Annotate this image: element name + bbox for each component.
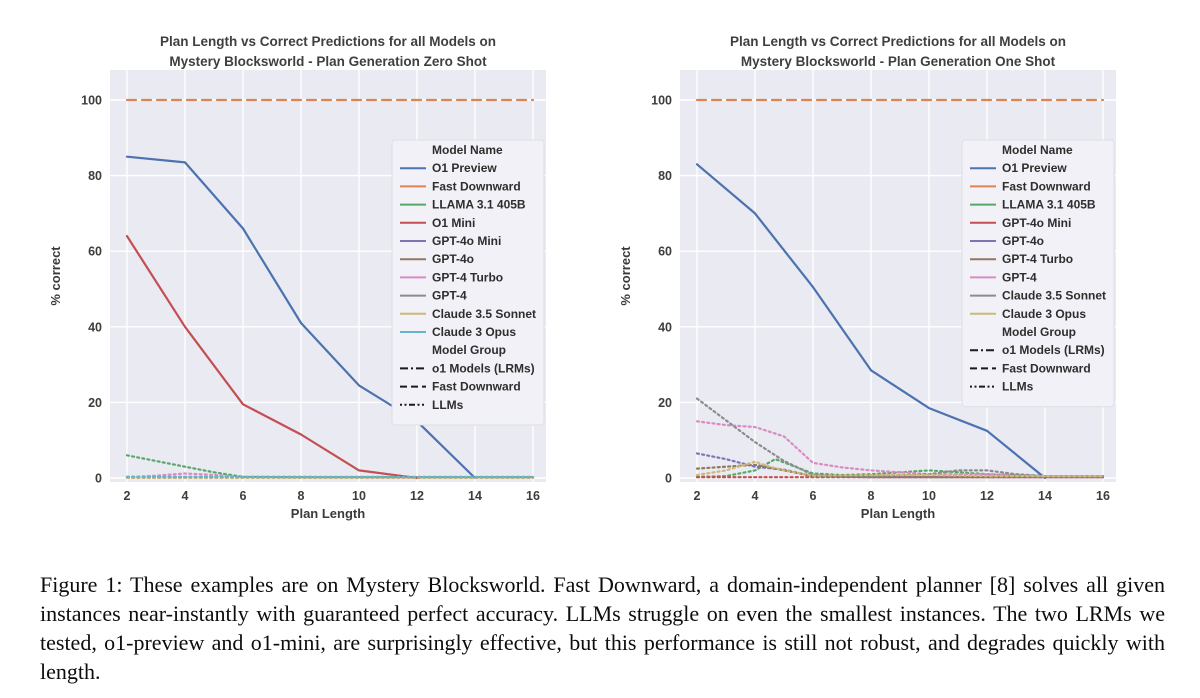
x-tick-label: 2	[124, 489, 131, 503]
zero-shot-plot: 2 4 6 8 10 12 14 16 0 20 40 60 80 100 Model Name O1 Pre…	[48, 34, 546, 521]
legend-title-model-group: Model Group	[1002, 325, 1076, 339]
y-tick-label: 100	[651, 94, 672, 108]
x-tick-label: 12	[410, 489, 424, 503]
legend-label-gpt-4o-mini: GPT-4o Mini	[432, 234, 501, 248]
y-tick-label: 40	[88, 320, 102, 334]
legend-box	[961, 139, 1115, 408]
x-axis-label: Plan Length	[861, 506, 935, 521]
legend-label-llms: LLMs	[1002, 380, 1034, 394]
series-line-gpt-4	[695, 420, 1105, 478]
x-tick-label: 8	[868, 489, 875, 503]
y-tick-label: 60	[658, 245, 672, 259]
legend-label-fast-downward: Fast Downward	[432, 380, 521, 394]
legend-label-o1-models-lrms: o1 Models (LRMs)	[432, 361, 535, 375]
x-tick-label: 6	[240, 489, 247, 503]
legend-label-gpt-4: GPT-4	[432, 289, 467, 303]
legend-label-llama-3-1-405b: LLAMA 3.1 405B	[432, 198, 526, 212]
legend-label-claude-3-5-sonnet: Claude 3.5 Sonnet	[432, 307, 536, 321]
one-shot-plot: 2 4 6 8 10 12 14 16 0 20 40 60 80 100 Model Name O1 Pre…	[618, 34, 1116, 521]
legend-title-model-name: Model Name	[1002, 143, 1073, 157]
x-tick-label: 10	[352, 489, 366, 503]
legend-label-claude-3-opus: Claude 3 Opus	[432, 325, 516, 339]
y-tick-label: 0	[95, 472, 102, 486]
series-line-o1-preview	[695, 163, 1047, 480]
chart-zero-shot: 2 4 6 8 10 12 14 16 0 20 40 60 80 100 Model Name O1 Pre…	[30, 10, 595, 530]
legend-label-o1-mini: O1 Mini	[432, 216, 475, 230]
y-tick-label: 0	[665, 472, 672, 486]
y-tick-label: 80	[658, 169, 672, 183]
chart-title-line1: Plan Length vs Correct Predictions for a…	[730, 34, 1066, 49]
legend-label-claude-3-5-sonnet: Claude 3.5 Sonnet	[1002, 289, 1106, 303]
legend-label-gpt-4-turbo: GPT-4 Turbo	[432, 270, 503, 284]
y-tick-label: 20	[658, 396, 672, 410]
chart-title-line2: Mystery Blocksworld - Plan Generation On…	[741, 54, 1056, 69]
charts-row: 2 4 6 8 10 12 14 16 0 20 40 60 80 100 Model Name O1 Pre…	[30, 10, 1165, 530]
legend-label-gpt-4-turbo: GPT-4 Turbo	[1002, 252, 1073, 266]
y-tick-label: 100	[81, 94, 102, 108]
x-tick-label: 14	[1038, 489, 1052, 503]
x-tick-label: 8	[298, 489, 305, 503]
legend-title-model-group: Model Group	[432, 343, 506, 357]
x-tick-label: 4	[752, 489, 759, 503]
series-line-claude-3-opus	[695, 460, 1105, 478]
x-tick-label: 2	[694, 489, 701, 503]
chart-title-line2: Mystery Blocksworld - Plan Generation Ze…	[169, 54, 487, 69]
series-line-o1-mini	[125, 235, 419, 480]
chart-title-line1: Plan Length vs Correct Predictions for a…	[160, 34, 496, 49]
x-tick-label: 6	[810, 489, 817, 503]
y-axis-label: % correct	[48, 246, 63, 306]
legend-label-gpt-4: GPT-4	[1002, 270, 1037, 284]
x-tick-label: 12	[980, 489, 994, 503]
legend-label-gpt-4o: GPT-4o	[1002, 234, 1044, 248]
y-tick-label: 40	[658, 320, 672, 334]
legend-label-fast-downward: Fast Downward	[432, 179, 521, 193]
legend-label-gpt-4o-mini: GPT-4o Mini	[1002, 216, 1071, 230]
legend-box	[391, 139, 545, 426]
x-tick-label: 14	[468, 489, 482, 503]
legend-label-llama-3-1-405b: LLAMA 3.1 405B	[1002, 198, 1096, 212]
x-tick-label: 10	[922, 489, 936, 503]
y-tick-label: 20	[88, 396, 102, 410]
legend-label-gpt-4o: GPT-4o	[432, 252, 474, 266]
y-tick-label: 80	[88, 169, 102, 183]
legend-label-fast-downward: Fast Downward	[1002, 361, 1091, 375]
legend-label-o1-preview: O1 Preview	[432, 161, 497, 175]
x-axis-label: Plan Length	[291, 506, 365, 521]
legend-label-o1-models-lrms: o1 Models (LRMs)	[1002, 343, 1105, 357]
x-tick-label: 4	[182, 489, 189, 503]
legend-label-llms: LLMs	[432, 398, 464, 412]
legend-label-fast-downward: Fast Downward	[1002, 179, 1091, 193]
x-tick-label: 16	[526, 489, 540, 503]
chart-one-shot: 2 4 6 8 10 12 14 16 0 20 40 60 80 100 Model Name O1 Pre…	[600, 10, 1165, 530]
y-axis-label: % correct	[618, 246, 633, 306]
legend-label-claude-3-opus: Claude 3 Opus	[1002, 307, 1086, 321]
figure-caption: Figure 1: These examples are on Mystery …	[40, 572, 1165, 684]
legend-label-o1-preview: O1 Preview	[1002, 161, 1067, 175]
x-tick-label: 16	[1096, 489, 1110, 503]
legend-title-model-name: Model Name	[432, 143, 503, 157]
y-tick-label: 60	[88, 245, 102, 259]
